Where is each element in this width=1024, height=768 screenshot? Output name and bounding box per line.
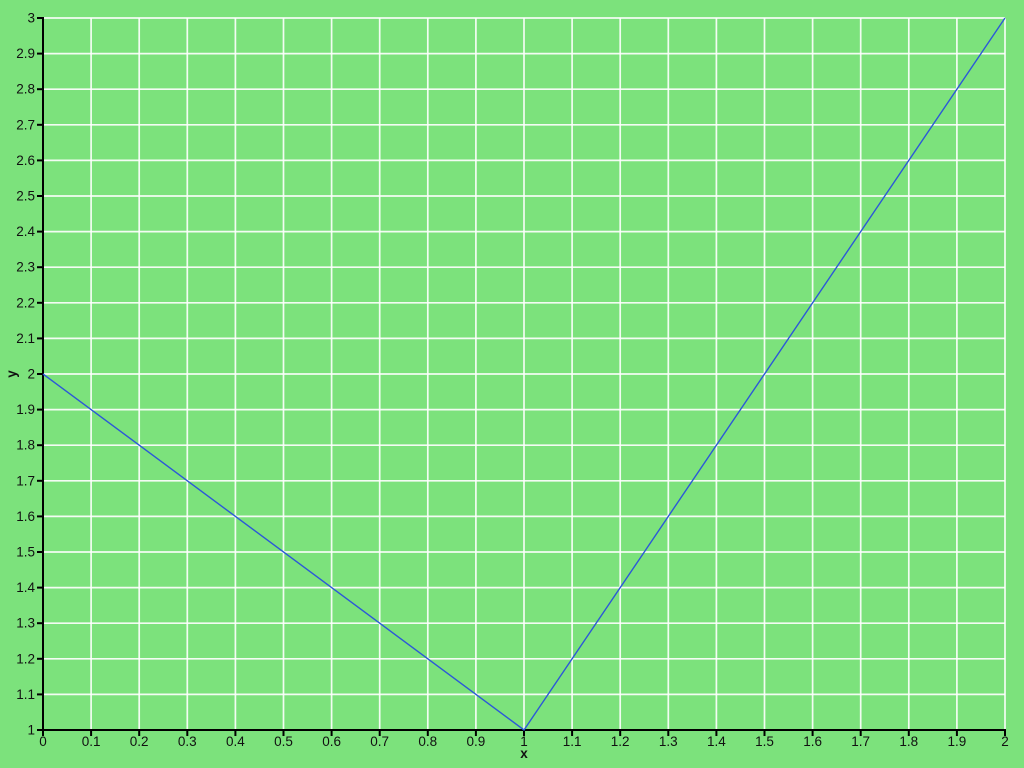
x-tick-label: 1 [520, 734, 528, 749]
y-tick-label: 1.6 [16, 509, 35, 524]
y-tick-label: 1.3 [16, 616, 35, 631]
x-tick-labels: 0 0.1 0.2 0.3 0.4 0.5 0.6 0.7 0.8 0.9 1 1.1 1.2 1.3 1.… [39, 734, 1009, 749]
y-tick-label: 2.3 [16, 260, 35, 275]
y-tick-label: 2.9 [16, 46, 35, 61]
y-tick-label: 2.1 [16, 331, 35, 346]
x-tick-label: 0.4 [226, 734, 245, 749]
y-tick-label: 1.5 [16, 545, 35, 560]
y-tick-label: 1.4 [16, 580, 35, 595]
x-tick-label: 1.5 [755, 734, 774, 749]
data-line [42, 17, 1006, 731]
y-tick-label: 1.9 [16, 402, 35, 417]
y-tick-label: 2.8 [16, 82, 35, 97]
tick-marks [37, 17, 1006, 736]
x-tick-label: 0.8 [418, 734, 437, 749]
y-tick-label: 2 [27, 367, 35, 382]
y-tick-label: 2.5 [16, 189, 35, 204]
y-tick-label: 2.7 [16, 117, 35, 132]
x-tick-label: 0.1 [82, 734, 101, 749]
x-tick-label: 0.5 [274, 734, 293, 749]
x-tick-label: 1.2 [611, 734, 630, 749]
x-tick-label: 1.3 [659, 734, 678, 749]
x-tick-label: 1.1 [563, 734, 582, 749]
x-axis-label: x [520, 746, 528, 761]
x-tick-label: 1.4 [707, 734, 726, 749]
x-tick-label: 0.6 [322, 734, 341, 749]
x-tick-label: 1.6 [803, 734, 822, 749]
y-tick-label: 1.1 [16, 687, 35, 702]
y-tick-label: 1 [27, 723, 35, 738]
y-tick-label: 2.4 [16, 224, 35, 239]
y-tick-label: 2.6 [16, 153, 35, 168]
y-tick-label: 3 [27, 11, 35, 26]
y-tick-label: 1.8 [16, 438, 35, 453]
x-tick-label: 1.9 [948, 734, 967, 749]
x-tick-label: 2 [1001, 734, 1009, 749]
y-axis-label: y [4, 370, 19, 378]
x-tick-label: 0.9 [467, 734, 486, 749]
x-tick-label: 0.3 [178, 734, 197, 749]
grid-lines [42, 17, 1006, 731]
x-tick-label: 0.2 [130, 734, 149, 749]
y-tick-label: 1.7 [16, 473, 35, 488]
y-tick-labels: 1 1.1 1.2 1.3 1.4 1.5 1.6 1.7 1.8 1.9 2 2.1 2.2 2.3 2.… [16, 11, 35, 738]
x-tick-label: 1.7 [851, 734, 870, 749]
x-tick-label: 1.8 [899, 734, 918, 749]
x-tick-label: 0 [39, 734, 47, 749]
y-tick-label: 1.2 [16, 651, 35, 666]
y-tick-label: 2.2 [16, 295, 35, 310]
x-tick-label: 0.7 [370, 734, 389, 749]
